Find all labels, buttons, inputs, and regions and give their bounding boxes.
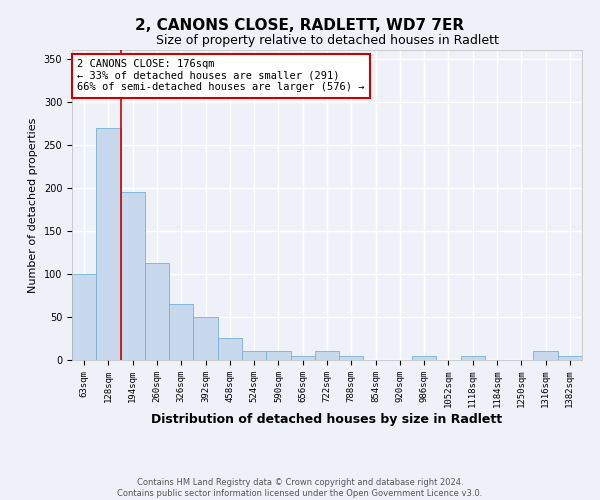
Bar <box>169 304 193 360</box>
Bar <box>461 356 485 360</box>
X-axis label: Distribution of detached houses by size in Radlett: Distribution of detached houses by size … <box>151 413 503 426</box>
Text: Contains HM Land Registry data © Crown copyright and database right 2024.
Contai: Contains HM Land Registry data © Crown c… <box>118 478 482 498</box>
Text: 2, CANONS CLOSE, RADLETT, WD7 7ER: 2, CANONS CLOSE, RADLETT, WD7 7ER <box>136 18 464 32</box>
Bar <box>266 352 290 360</box>
Bar <box>412 356 436 360</box>
Bar <box>290 356 315 360</box>
Bar <box>558 356 582 360</box>
Bar <box>121 192 145 360</box>
Bar <box>218 338 242 360</box>
Bar <box>533 352 558 360</box>
Bar <box>193 317 218 360</box>
Y-axis label: Number of detached properties: Number of detached properties <box>28 118 38 292</box>
Bar <box>242 352 266 360</box>
Bar <box>96 128 121 360</box>
Bar <box>315 352 339 360</box>
Title: Size of property relative to detached houses in Radlett: Size of property relative to detached ho… <box>155 34 499 48</box>
Text: 2 CANONS CLOSE: 176sqm
← 33% of detached houses are smaller (291)
66% of semi-de: 2 CANONS CLOSE: 176sqm ← 33% of detached… <box>77 60 365 92</box>
Bar <box>72 274 96 360</box>
Bar <box>145 262 169 360</box>
Bar <box>339 356 364 360</box>
